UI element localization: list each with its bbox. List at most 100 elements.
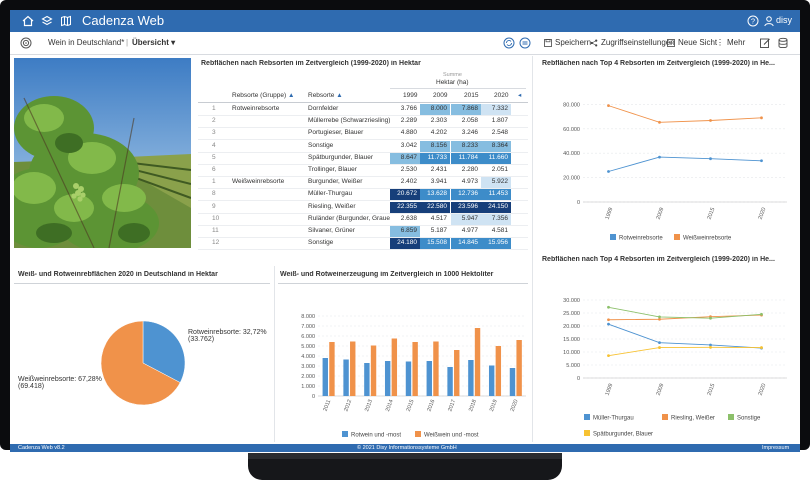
pie-label-weiss: Weißweinrebsorte: 67,28% (69.418) xyxy=(18,376,102,390)
data-point[interactable] xyxy=(607,305,610,309)
bar-weisswein[interactable] xyxy=(370,345,377,397)
data-point[interactable] xyxy=(709,343,712,347)
series-line-sp-tburgunder-blauer xyxy=(608,346,762,357)
legend-swatch xyxy=(662,414,668,420)
user-name[interactable]: disy xyxy=(776,15,793,25)
home-icon[interactable] xyxy=(20,13,36,29)
bar-rotwein[interactable] xyxy=(468,360,474,396)
data-point[interactable] xyxy=(658,317,661,321)
x-tick-label: 2020 xyxy=(510,399,520,413)
year-header: 2009 xyxy=(433,92,448,99)
data-point[interactable] xyxy=(607,170,610,173)
data-point[interactable] xyxy=(658,120,661,124)
table-row[interactable]: 8 Müller-Thurgau 20.672 13.628 12.736 11.453 xyxy=(198,189,528,202)
data-point[interactable] xyxy=(709,316,712,320)
data-point[interactable] xyxy=(658,155,661,159)
table-row[interactable]: 12 Sonstige 24.180 15.508 14.845 15.956 xyxy=(198,238,528,251)
help-icon[interactable]: ? xyxy=(745,13,761,29)
table-row[interactable]: 9 Riesling, Weißer 22.355 22.580 23.596 24.15… xyxy=(198,201,528,214)
bar-weisswein[interactable] xyxy=(391,338,398,397)
bar-rotwein[interactable] xyxy=(447,367,453,396)
breadcrumb-separator: | xyxy=(126,38,129,47)
chevron-down-icon: ▾ xyxy=(171,38,176,47)
table-row[interactable]: 5 Spätburgunder, Blauer 8.647 11.733 11.784 1… xyxy=(198,152,528,165)
value-cell: 2.638 xyxy=(390,213,420,225)
table-row[interactable]: 3 Portugieser, Blauer 4.880 4.202 3.246 2.548 xyxy=(198,128,528,141)
bar-rotwein[interactable] xyxy=(405,361,412,397)
column-header-sorte[interactable]: Rebsorte ▲ xyxy=(308,91,343,101)
footer-impressum-link[interactable]: Impressum xyxy=(762,445,790,451)
bar-weisswein[interactable] xyxy=(350,341,356,397)
map-icon[interactable] xyxy=(58,13,74,29)
bar-rotwein[interactable] xyxy=(509,368,516,396)
database-icon[interactable] xyxy=(775,35,791,51)
user-icon[interactable] xyxy=(761,13,777,29)
row-group: Rotweinrebsorte xyxy=(232,105,280,112)
bar-rotwein[interactable] xyxy=(384,361,391,396)
view-selector[interactable]: Übersicht ▾ xyxy=(132,38,175,47)
data-point[interactable] xyxy=(709,119,712,122)
edit-icon[interactable] xyxy=(757,35,773,51)
data-point[interactable] xyxy=(607,322,610,326)
sync-icon[interactable] xyxy=(501,35,517,51)
new-view-icon xyxy=(667,38,675,47)
layers-icon[interactable] xyxy=(39,13,55,29)
bar-weisswein[interactable] xyxy=(412,342,418,396)
new-view-label: Neue Sicht xyxy=(678,38,718,47)
bar-weisswein[interactable] xyxy=(454,350,460,396)
bar-weisswein[interactable] xyxy=(516,340,522,396)
table-row[interactable]: 4 Sonstige 3.042 8.156 8.233 8.364 xyxy=(198,140,528,153)
sort-asc-icon[interactable]: ▲ xyxy=(288,92,295,99)
more-button[interactable]: ⋮ Mehr xyxy=(716,38,745,47)
column-header-group[interactable]: Rebsorte (Gruppe) ▲ xyxy=(232,91,294,101)
y-tick-label: 20.000 xyxy=(563,324,580,330)
table-row[interactable]: 1 Weißweinrebsorte Burgunder, Weißer 2.402 3… xyxy=(198,177,528,190)
table-row[interactable]: 2 Müllerrebe (Schwarzriesling) 2.289 2.303 2… xyxy=(198,116,528,129)
bar-weisswein[interactable] xyxy=(495,346,502,396)
data-point[interactable] xyxy=(607,318,610,322)
compare-icon[interactable] xyxy=(517,35,533,51)
data-point[interactable] xyxy=(607,104,610,108)
save-button[interactable]: Speichern xyxy=(544,38,591,47)
bar-rotwein[interactable] xyxy=(343,359,349,397)
y-tick-label: 5.000 xyxy=(301,344,315,350)
table-row[interactable]: 11 Silvaner, Grüner 6.859 5.187 4.977 4.581 xyxy=(198,226,528,238)
data-point[interactable] xyxy=(760,159,763,163)
data-point[interactable] xyxy=(760,312,763,316)
data-point[interactable] xyxy=(760,116,763,120)
access-settings-button[interactable]: Zugriffseinstellungen xyxy=(590,38,675,47)
collapse-left-icon[interactable]: ◂ xyxy=(518,92,522,99)
series-line-wei-weinrebsorte xyxy=(608,105,762,123)
legend-swatch xyxy=(674,234,680,240)
bar-rotwein[interactable] xyxy=(322,358,328,396)
table-row[interactable]: 1 Rotweinrebsorte Dornfelder 3.766 8.000 7.86… xyxy=(198,104,528,116)
new-view-button[interactable]: Neue Sicht xyxy=(667,38,717,47)
sort-asc-icon[interactable]: ▲ xyxy=(336,92,343,99)
legend-swatch xyxy=(415,431,421,437)
target-icon[interactable] xyxy=(18,35,34,51)
data-point[interactable] xyxy=(709,345,712,349)
bar-rotwein[interactable] xyxy=(488,365,495,397)
data-point[interactable] xyxy=(709,157,712,161)
bar-weisswein[interactable] xyxy=(329,342,335,396)
workbook-toolbar: Wein in Deutschland* | Übersicht ▾ Speic… xyxy=(10,32,800,55)
table-title: Rebflächen nach Rebsorten im Zeitverglei… xyxy=(201,60,421,67)
data-point[interactable] xyxy=(658,315,661,319)
legend-label: Rotweinrebsorte xyxy=(619,235,663,241)
data-point[interactable] xyxy=(760,346,763,349)
workbook-breadcrumb[interactable]: Wein in Deutschland* xyxy=(48,38,125,47)
pie-slice-rotwein[interactable] xyxy=(142,320,186,383)
legend-swatch xyxy=(584,414,590,420)
row-number: 2 xyxy=(212,117,216,125)
table-row[interactable]: 10 Ruländer (Burgunder, Grauer) 2.638 4.517… xyxy=(198,213,528,226)
value-cell: 4.973 xyxy=(451,177,481,189)
data-point[interactable] xyxy=(658,346,661,349)
bar-rotwein[interactable] xyxy=(426,361,432,396)
bar-rotwein[interactable] xyxy=(364,363,370,396)
table-row[interactable]: 6 Trollinger, Blauer 2.530 2.431 2.280 2.051 xyxy=(198,165,528,177)
data-point[interactable] xyxy=(607,354,610,358)
data-point[interactable] xyxy=(658,341,661,345)
bar-weisswein[interactable] xyxy=(474,328,481,396)
pie-slice-weisswein[interactable] xyxy=(100,320,181,406)
bar-weisswein[interactable] xyxy=(433,341,439,397)
